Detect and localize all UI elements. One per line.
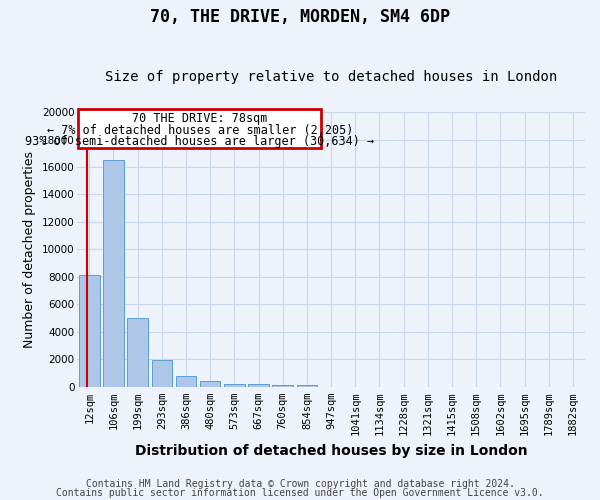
Bar (296, 385, 317, 386)
Y-axis label: Number of detached properties: Number of detached properties (23, 151, 36, 348)
Text: Contains public sector information licensed under the Open Government Licence v3: Contains public sector information licen… (56, 488, 544, 498)
Bar (79, 276, 100, 386)
Text: 70, THE DRIVE, MORDEN, SM4 6DP: 70, THE DRIVE, MORDEN, SM4 6DP (150, 8, 450, 26)
Text: Contains HM Land Registry data © Crown copyright and database right 2024.: Contains HM Land Registry data © Crown c… (86, 479, 514, 489)
Bar (176, 376, 196, 386)
Bar (200, 382, 220, 386)
Bar (224, 384, 245, 386)
Bar (152, 360, 172, 386)
X-axis label: Distribution of detached houses by size in London: Distribution of detached houses by size … (135, 444, 527, 458)
Bar (127, 318, 148, 386)
FancyBboxPatch shape (79, 110, 322, 148)
Bar (272, 385, 293, 386)
Bar (248, 384, 269, 386)
Text: 70 THE DRIVE: 78sqm: 70 THE DRIVE: 78sqm (132, 112, 268, 126)
Title: Size of property relative to detached houses in London: Size of property relative to detached ho… (105, 70, 557, 85)
Text: 93% of semi-detached houses are larger (30,634) →: 93% of semi-detached houses are larger (… (25, 136, 374, 148)
Bar (103, 160, 124, 386)
Text: ← 7% of detached houses are smaller (2,205): ← 7% of detached houses are smaller (2,2… (47, 124, 353, 137)
